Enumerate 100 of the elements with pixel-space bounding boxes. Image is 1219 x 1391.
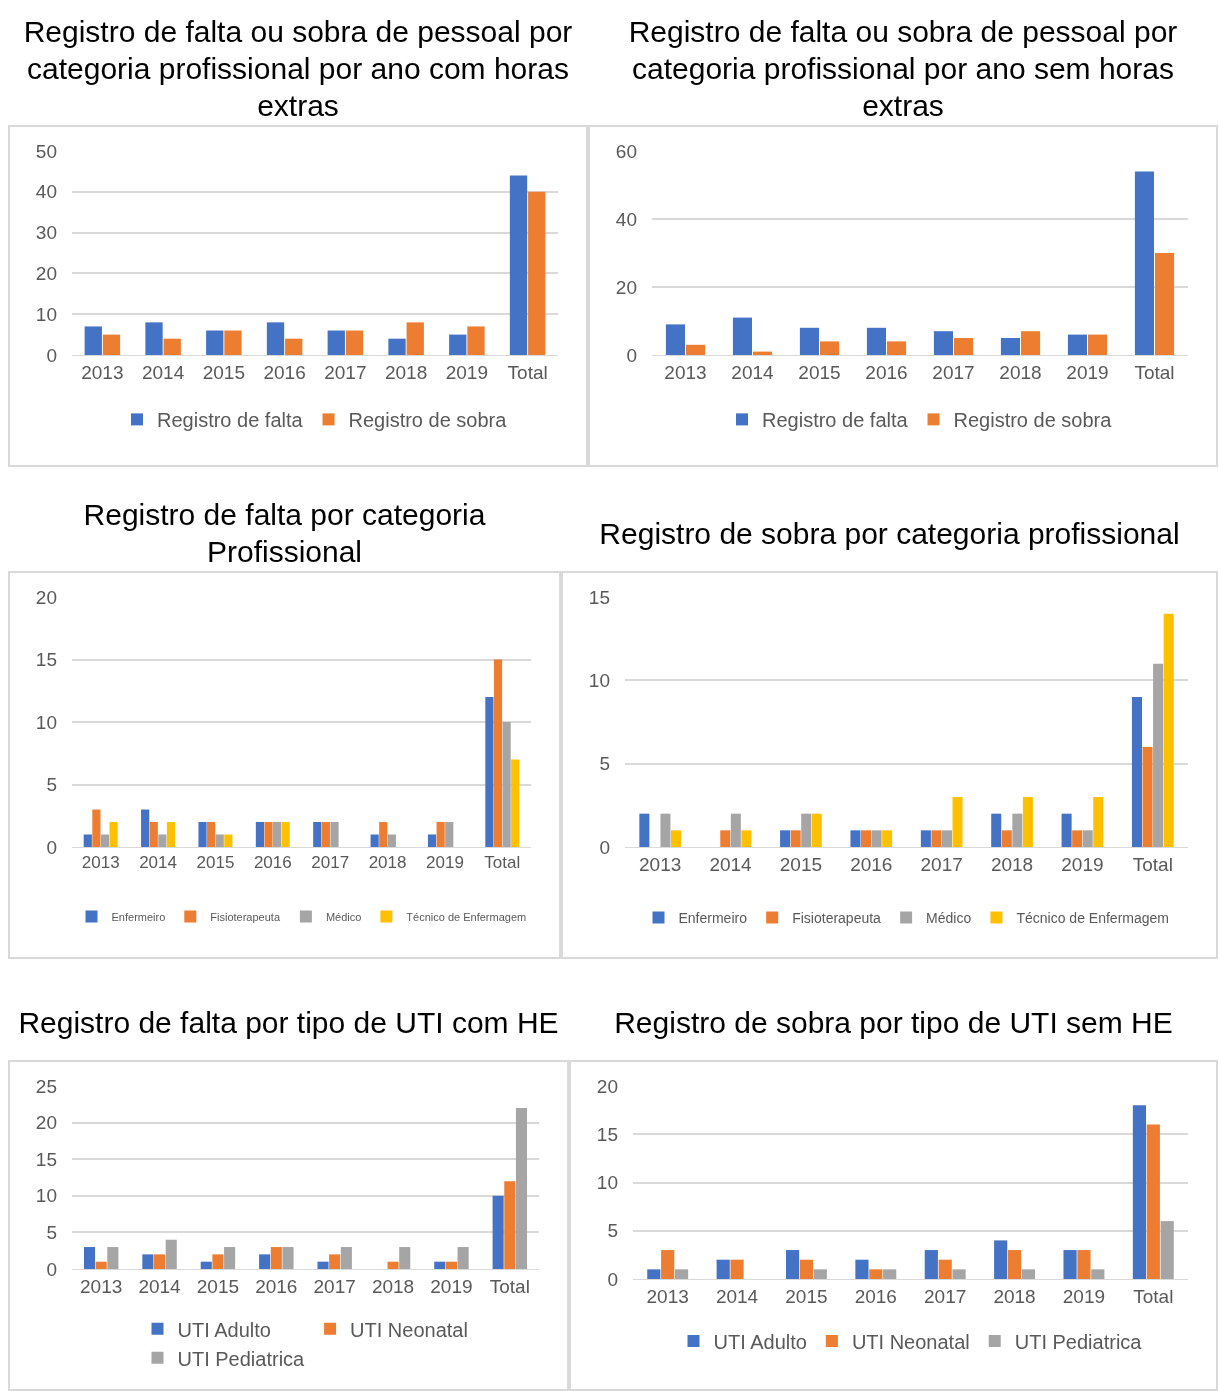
bar — [313, 822, 322, 847]
bar — [145, 322, 163, 355]
y-tick-label: 10 — [596, 1172, 618, 1194]
bar — [166, 822, 176, 847]
bar — [370, 834, 379, 847]
bar — [639, 813, 650, 847]
bar — [270, 1247, 282, 1269]
chart-title: Registro de sobra por tipo de UTI sem HE — [569, 985, 1218, 1062]
bar — [502, 722, 511, 847]
bar — [686, 344, 706, 355]
bar — [732, 317, 752, 355]
bar — [273, 822, 282, 847]
x-tick-label: 2013 — [664, 361, 707, 383]
x-tick-label: 2017 — [920, 853, 963, 875]
bar — [1093, 797, 1104, 847]
bar — [661, 1250, 675, 1279]
x-tick-label: 2019 — [445, 361, 489, 383]
bar — [259, 1254, 271, 1269]
bar — [855, 1259, 869, 1279]
x-tick-label: 2017 — [924, 1285, 967, 1307]
bar — [850, 830, 861, 847]
bar — [388, 338, 406, 355]
bar — [1012, 813, 1023, 847]
x-tick-label: 2015 — [779, 853, 823, 875]
x-tick-label: 2017 — [311, 853, 350, 873]
bar — [730, 813, 741, 847]
x-tick-label: 2016 — [253, 853, 292, 873]
bar — [436, 822, 445, 847]
bar — [149, 822, 158, 847]
y-tick-label: 40 — [35, 181, 57, 203]
y-tick-label: 10 — [35, 303, 57, 325]
bar — [780, 830, 791, 847]
bar — [730, 1259, 744, 1279]
bar — [224, 1247, 236, 1269]
bar — [158, 834, 167, 847]
bar — [671, 830, 682, 847]
bar — [1132, 1105, 1147, 1279]
y-tick-label: 20 — [596, 1075, 618, 1097]
x-tick-label: 2017 — [932, 361, 975, 383]
bar — [387, 834, 396, 847]
bar — [994, 1240, 1008, 1279]
bar — [511, 759, 520, 847]
bar — [674, 1269, 689, 1279]
bar — [92, 809, 101, 847]
y-tick-label: 20 — [35, 1112, 57, 1134]
chart-title: Registro de falta ou sobra de pessoal por categoria profissional por ano com horas extras — [8, 12, 588, 127]
bar — [1063, 1250, 1077, 1279]
bar — [281, 822, 290, 847]
bar — [528, 191, 546, 355]
y-tick-label: 40 — [615, 208, 637, 230]
bar — [109, 822, 118, 847]
bar — [83, 834, 92, 847]
x-tick-label: Total — [507, 361, 548, 383]
bar — [887, 341, 907, 355]
x-tick-label: 2014 — [731, 361, 775, 383]
y-tick-label: 5 — [46, 1222, 57, 1244]
x-tick-label: 2015 — [798, 361, 841, 383]
bar — [142, 1254, 154, 1269]
y-tick-label: 50 — [35, 140, 57, 162]
bar — [457, 1247, 469, 1269]
bar — [206, 330, 224, 355]
bar — [95, 1261, 107, 1269]
y-tick-label: 20 — [35, 586, 57, 608]
legend-label: Enfermeiro — [111, 910, 166, 923]
bar — [920, 830, 931, 847]
x-tick-label: 2019 — [430, 1275, 473, 1297]
x-tick-label: 2013 — [639, 853, 682, 875]
bar — [871, 830, 882, 847]
bar — [801, 813, 812, 847]
y-tick-label: 5 — [46, 774, 57, 796]
x-tick-label: 2016 — [854, 1285, 897, 1307]
bar — [869, 1269, 883, 1279]
bar — [255, 822, 264, 847]
bar — [154, 1254, 166, 1269]
bar — [1072, 830, 1083, 847]
bar — [952, 1269, 966, 1279]
x-tick-label: Total — [1134, 361, 1175, 383]
legend-label: UTI Neonatal — [350, 1318, 468, 1341]
legend-label: Fisioterapeuta — [792, 910, 882, 927]
bar — [285, 338, 303, 355]
y-tick-label: 10 — [35, 1185, 57, 1207]
x-tick-label: 2019 — [1066, 361, 1109, 383]
bar — [1000, 338, 1020, 355]
y-tick-label: 60 — [615, 140, 637, 162]
bar — [515, 1107, 528, 1269]
bar — [741, 830, 752, 847]
chart-title: Registro de falta ou sobra de pessoal por categoria profissional por ano sem horas extras — [588, 12, 1218, 127]
bar — [467, 326, 485, 355]
x-tick-label: 2013 — [646, 1285, 689, 1307]
chart-title: Registro de falta por categoria Profissional — [8, 495, 561, 573]
bar — [933, 331, 953, 355]
bar — [224, 330, 242, 355]
legend-label: Fisioterapeuta — [210, 910, 281, 923]
bar — [1001, 830, 1012, 847]
x-tick-label: Total — [484, 853, 521, 873]
bar — [938, 1259, 952, 1279]
bar — [811, 813, 822, 847]
bar — [716, 1259, 730, 1279]
bar — [1021, 331, 1041, 355]
bar — [1082, 830, 1093, 847]
